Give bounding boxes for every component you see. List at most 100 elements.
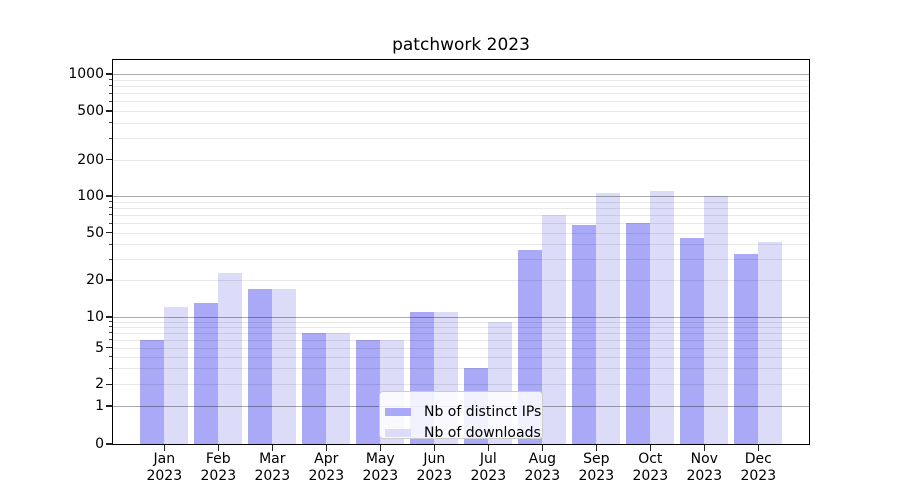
minor-gridline-600: [113, 101, 809, 103]
legend-swatch-downloads: [385, 428, 411, 437]
y-minor-tick-6: [109, 339, 113, 341]
x-tick-label-oct: Oct 2023: [632, 451, 669, 484]
y-tick-mark-20: [106, 279, 113, 281]
y-minor-tick-8: [109, 326, 113, 328]
y-tick-label-50: 50: [86, 224, 104, 241]
y-minor-tick-3: [109, 367, 113, 369]
legend-label-downloads: Nb of downloads: [424, 424, 541, 441]
y-tick-mark-10: [106, 316, 113, 318]
minor-gridline-8: [113, 326, 809, 328]
x-tick-label-may: May 2023: [362, 451, 399, 484]
y-tick-mark-2: [106, 383, 113, 386]
y-tick-label-5: 5: [95, 339, 104, 356]
legend-swatch-distinct-ips: [385, 407, 411, 416]
y-minor-tick-70: [109, 214, 113, 216]
minor-gridline-4: [113, 356, 809, 358]
x-tick-label-aug: Aug 2023: [524, 451, 561, 484]
y-tick-label-10: 10: [86, 309, 104, 325]
gridline-100: [113, 196, 809, 197]
y-minor-tick-900: [109, 79, 113, 81]
y-tick-mark-0: [106, 443, 113, 445]
gridline-50: [113, 232, 809, 234]
y-tick-label-100: 100: [77, 188, 104, 204]
minor-gridline-700: [113, 93, 809, 95]
minor-gridline-7: [113, 332, 809, 334]
minor-gridline-3: [113, 368, 809, 370]
x-tick-mark-may: [379, 445, 382, 451]
gridlines-layer: [113, 60, 809, 444]
gridline-5: [113, 347, 809, 349]
minor-gridline-800: [113, 85, 809, 87]
gridline-500: [113, 111, 809, 112]
minor-gridline-70: [113, 214, 809, 216]
y-tick-mark-1: [106, 405, 113, 407]
y-minor-tick-80: [109, 207, 113, 209]
bar-downloads-oct: [650, 190, 675, 444]
x-tick-mark-mar: [271, 445, 274, 451]
x-tick-label-jul: Jul 2023: [470, 451, 507, 484]
y-minor-tick-600: [109, 100, 113, 102]
y-minor-tick-300: [109, 137, 113, 139]
bar-distinct-ips-jan: [140, 339, 165, 444]
x-tick-mark-apr: [325, 445, 328, 451]
gridline-1000: [113, 74, 809, 75]
gridline-20: [113, 280, 809, 281]
x-tick-label-dec: Dec 2023: [740, 451, 777, 484]
y-tick-mark-100: [106, 195, 113, 197]
legend-item-distinct-ips: Nb of distinct IPs: [385, 401, 542, 422]
gridline-200: [113, 159, 809, 161]
minor-gridline-90: [113, 201, 809, 203]
y-minor-tick-9: [109, 321, 113, 323]
y-tick-mark-5: [106, 346, 113, 349]
y-minor-tick-40: [109, 243, 113, 245]
y-minor-tick-700: [109, 92, 113, 94]
y-tick-label-2: 2: [95, 376, 104, 393]
y-tick-label-20: 20: [86, 272, 104, 288]
x-tick-mark-jun: [433, 445, 436, 451]
bar-downloads-dec: [758, 241, 783, 444]
y-tick-mark-500: [106, 110, 113, 112]
y-tick-label-1000: 1000: [68, 66, 104, 82]
bar-downloads-feb: [218, 272, 243, 444]
bar-distinct-ips-sep: [572, 224, 597, 444]
y-minor-tick-4: [109, 356, 113, 358]
minor-gridline-40: [113, 244, 809, 246]
x-tick-mark-nov: [703, 445, 706, 451]
minor-gridline-400: [113, 122, 809, 124]
bar-distinct-ips-mar: [248, 288, 273, 444]
gridline-2: [113, 384, 809, 386]
x-tick-label-feb: Feb 2023: [200, 451, 237, 484]
y-tick-label-200: 200: [77, 151, 104, 168]
bar-distinct-ips-oct: [626, 223, 651, 444]
minor-gridline-60: [113, 223, 809, 225]
x-tick-label-jan: Jan 2023: [146, 451, 183, 484]
y-tick-label-1: 1: [95, 398, 104, 414]
minor-gridline-300: [113, 138, 809, 140]
legend-item-downloads: Nb of downloads: [385, 422, 542, 443]
x-tick-mark-sep: [595, 445, 598, 451]
y-minor-tick-60: [109, 222, 113, 224]
chart-title: patchwork 2023: [392, 35, 530, 55]
bar-downloads-apr: [326, 332, 351, 444]
y-minor-tick-7: [109, 332, 113, 334]
y-minor-tick-90: [109, 201, 113, 203]
x-tick-mark-oct: [649, 445, 652, 451]
bar-distinct-ips-may: [356, 339, 381, 444]
legend-label-distinct-ips: Nb of distinct IPs: [424, 403, 542, 420]
x-tick-label-sep: Sep 2023: [578, 451, 615, 484]
x-tick-mark-jul: [487, 445, 490, 451]
y-tick-label-500: 500: [77, 103, 104, 119]
y-minor-tick-400: [109, 122, 113, 124]
y-minor-tick-800: [109, 85, 113, 87]
bar-downloads-sep: [596, 192, 621, 444]
y-tick-label-0: 0: [95, 436, 104, 452]
minor-gridline-9: [113, 321, 809, 323]
x-tick-mark-dec: [757, 445, 760, 451]
x-tick-mark-jan: [163, 445, 166, 451]
x-tick-label-mar: Mar 2023: [254, 451, 291, 484]
y-minor-tick-30: [109, 258, 113, 260]
y-tick-mark-200: [106, 158, 113, 161]
x-tick-mark-feb: [217, 445, 220, 451]
gridline-10: [113, 317, 809, 318]
